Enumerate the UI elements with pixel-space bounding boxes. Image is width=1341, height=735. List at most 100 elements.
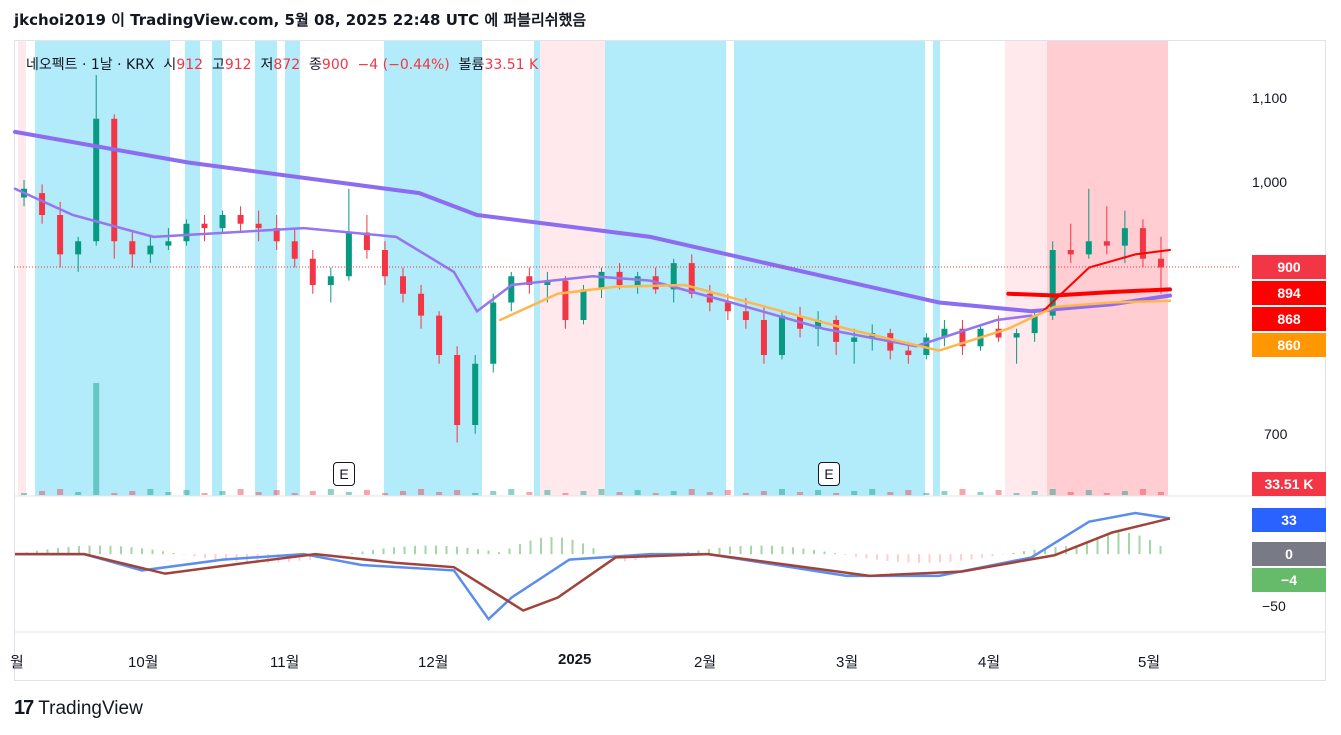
- macd-histogram-bar: [382, 548, 385, 555]
- volume-bar: [363, 490, 370, 495]
- candle-body: [327, 276, 334, 285]
- bg-band-13: [1047, 41, 1168, 496]
- macd-histogram-bar: [991, 554, 994, 557]
- candle-body: [1067, 250, 1074, 255]
- macd-histogram-bar: [939, 554, 941, 563]
- ma-long-line: [13, 129, 1172, 314]
- candle-body: [237, 215, 244, 224]
- macd-histogram-bar: [67, 546, 70, 555]
- macd-histogram-bar: [708, 549, 710, 555]
- x-tick-feb: 2월: [694, 654, 717, 671]
- candle-body: [57, 215, 64, 255]
- macd-histogram-bar: [970, 554, 973, 560]
- x-tick-dec: 12월: [418, 654, 449, 671]
- open-label: 시: [163, 57, 177, 73]
- volume-bar: [381, 493, 388, 495]
- macd-histogram-bar: [928, 554, 931, 563]
- candle-body: [147, 245, 154, 255]
- volume-bar: [923, 493, 930, 495]
- macd-histogram-bar: [498, 552, 500, 555]
- bg-band-2: [212, 41, 222, 496]
- volume-bar: [418, 489, 425, 495]
- bg-band-12: [18, 41, 26, 496]
- volume-bar: [219, 491, 226, 495]
- macd-histogram-bar: [907, 554, 910, 563]
- macd-pane: [15, 511, 1171, 622]
- macd-histogram-bar: [718, 547, 721, 555]
- candle-body: [1049, 250, 1056, 316]
- y-tick-700: 700: [1264, 426, 1288, 442]
- signal-tag: 0: [1252, 542, 1326, 566]
- macd-histogram-bar: [193, 554, 196, 557]
- candle-body: [1013, 333, 1020, 338]
- price-tag-ma3: 860: [1252, 333, 1326, 357]
- ma-slow-line: [498, 283, 1172, 352]
- price-tag-ma2: 868: [1252, 307, 1326, 331]
- candle-body: [508, 276, 515, 303]
- volume-bar: [436, 492, 443, 495]
- volume-bar: [562, 493, 569, 495]
- volume-tag: 33.51 K: [1252, 472, 1326, 496]
- ma-mid-line: [13, 187, 1033, 348]
- candle-body: [93, 118, 100, 242]
- candle-body: [454, 355, 461, 425]
- macd-histogram-bar: [309, 554, 311, 560]
- candle-body: [562, 280, 569, 320]
- tradingview-footer[interactable]: 17 TradingView: [14, 697, 143, 720]
- price-tag-ma1: 894: [1252, 281, 1326, 305]
- signal-line: [15, 517, 1171, 612]
- open-value: 912: [176, 57, 204, 73]
- candle-body: [418, 293, 425, 316]
- macd-histogram-bar: [1149, 540, 1151, 555]
- macd-histogram-bar: [823, 551, 826, 555]
- macd-histogram-bar: [802, 548, 805, 555]
- candle-body: [219, 215, 226, 229]
- candle-body: [165, 241, 172, 246]
- macd-histogram-bar: [1033, 549, 1036, 555]
- macd-histogram-bar: [340, 554, 343, 555]
- macd-histogram-bar: [1107, 533, 1109, 555]
- x-tick-mar: 3월: [836, 654, 859, 671]
- volume-bar: [1067, 492, 1074, 495]
- earnings-badge-1[interactable]: E: [333, 462, 355, 486]
- macd-histogram-bar: [183, 554, 185, 555]
- volume-bar: [634, 490, 641, 495]
- candle-body: [345, 232, 352, 277]
- candle-body: [941, 328, 948, 338]
- x-tick-2025: 2025: [558, 651, 592, 668]
- candle-body: [436, 315, 443, 355]
- bg-band-5: [384, 41, 482, 496]
- candle-body: [670, 263, 677, 290]
- volume-bar: [544, 490, 551, 495]
- candle-body: [544, 280, 551, 285]
- macd-histogram-bar: [592, 548, 595, 555]
- volume-bar: [183, 490, 190, 495]
- macd-histogram-bar: [561, 537, 563, 555]
- macd-histogram-bar: [529, 540, 532, 555]
- change-value: −4 (−0.44%): [357, 57, 450, 73]
- volume-bar: [760, 491, 767, 495]
- volume-bar: [57, 489, 64, 495]
- chart-frame[interactable]: [14, 40, 1326, 681]
- candle-body: [111, 118, 118, 242]
- candle-body: [959, 328, 966, 347]
- earnings-badge-2[interactable]: E: [818, 462, 840, 486]
- volume-bar: [255, 492, 262, 495]
- bg-band-0: [35, 41, 170, 496]
- volume-bar: [165, 492, 172, 495]
- candle-body: [724, 302, 731, 312]
- ma-short-line: [1006, 287, 1172, 298]
- candle-body: [706, 293, 713, 303]
- volume-bar: [959, 489, 966, 495]
- macd-histogram-bar: [414, 545, 416, 555]
- x-tick-oct: 10월: [128, 654, 159, 671]
- macd-tick-minus50: −50: [1262, 598, 1286, 614]
- volume-bar: [706, 492, 713, 495]
- volume-bar: [273, 490, 280, 495]
- macd-histogram-bar: [771, 545, 773, 555]
- candle-body: [760, 320, 767, 355]
- price-tag-close: 900: [1252, 255, 1326, 279]
- macd-histogram-bar: [1159, 545, 1162, 555]
- macd-histogram-bar: [876, 554, 878, 560]
